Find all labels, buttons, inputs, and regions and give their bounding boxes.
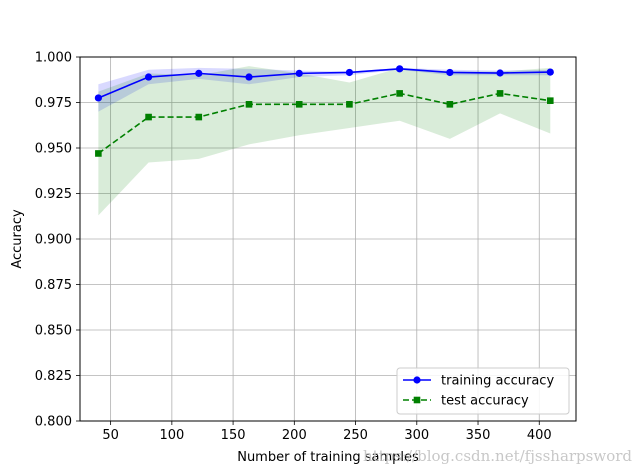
y-tick-label: 0.925 bbox=[35, 187, 72, 202]
x-tick-label: 300 bbox=[404, 428, 429, 443]
test-accuracy-point bbox=[446, 101, 454, 108]
training-accuracy-point bbox=[396, 65, 404, 73]
watermark-text: https://blog.csdn.net/fjssharpsword bbox=[363, 447, 632, 465]
y-tick-label: 0.900 bbox=[35, 233, 72, 248]
test-accuracy-point bbox=[145, 113, 152, 121]
y-tick-label: 0.975 bbox=[35, 96, 72, 111]
x-tick-label: 350 bbox=[466, 428, 491, 443]
y-tick-label: 0.825 bbox=[35, 369, 72, 384]
test-accuracy-point bbox=[195, 113, 203, 121]
series-lines bbox=[94, 65, 554, 157]
training-accuracy-point bbox=[144, 73, 153, 81]
training-accuracy-point bbox=[295, 69, 303, 77]
legend-training-accuracy-marker bbox=[413, 376, 421, 384]
legend-test-accuracy-marker bbox=[413, 396, 421, 404]
training-accuracy-point bbox=[496, 69, 504, 77]
test-accuracy-band bbox=[98, 66, 551, 216]
test-accuracy-point bbox=[295, 101, 303, 108]
x-axis-label: Number of training samples bbox=[237, 450, 419, 465]
test-accuracy-point bbox=[95, 150, 102, 157]
legend: training accuracy test accuracy bbox=[396, 367, 570, 415]
axis-ticks: 50 100 150 200 250 300 350 400 0.800 0.825 0.850 0.… bbox=[35, 51, 552, 444]
x-tick-label: 250 bbox=[343, 428, 368, 443]
training-accuracy-band bbox=[98, 67, 551, 112]
test-accuracy-point bbox=[346, 101, 353, 108]
confidence-bands bbox=[98, 66, 551, 216]
training-accuracy-point bbox=[345, 68, 354, 77]
x-tick-label: 50 bbox=[102, 428, 119, 443]
test-accuracy-line bbox=[97, 92, 551, 155]
y-tick-label: 0.850 bbox=[35, 324, 72, 339]
test-accuracy-point bbox=[245, 101, 253, 108]
x-tick-label: 200 bbox=[282, 428, 307, 443]
y-tick-label: 0.875 bbox=[35, 278, 72, 293]
training-accuracy-point bbox=[546, 68, 554, 76]
legend-training-accuracy-label: training accuracy bbox=[441, 374, 554, 389]
x-tick-label: 400 bbox=[527, 428, 552, 443]
x-tick-label: 150 bbox=[221, 428, 246, 443]
training-accuracy-point bbox=[245, 73, 253, 81]
test-accuracy-point bbox=[396, 90, 403, 97]
training-accuracy-point bbox=[195, 69, 203, 77]
training-accuracy-point bbox=[446, 68, 454, 77]
x-tick-label: 100 bbox=[159, 428, 184, 443]
test-accuracy-point bbox=[546, 97, 554, 104]
y-tick-label: 1.000 bbox=[35, 51, 72, 66]
test-accuracy-point bbox=[496, 90, 504, 97]
y-tick-label: 0.950 bbox=[35, 142, 72, 157]
y-axis-label: Accuracy bbox=[10, 209, 25, 269]
training-accuracy-point bbox=[94, 94, 102, 102]
legend-box bbox=[396, 367, 570, 415]
training-accuracy-line bbox=[98, 68, 551, 99]
y-tick-label: 0.800 bbox=[35, 415, 72, 430]
legend-test-accuracy-label: test accuracy bbox=[441, 394, 529, 409]
